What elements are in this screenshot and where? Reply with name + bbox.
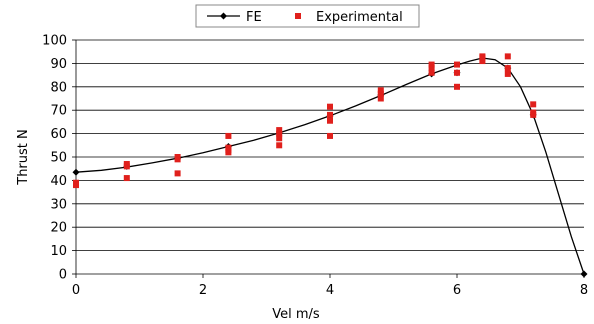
experimental-point	[530, 101, 537, 108]
experimental-point	[530, 111, 537, 118]
experimental-point	[276, 127, 283, 134]
y-tick-label: 40	[50, 174, 67, 189]
y-tick-label: 50	[50, 151, 67, 166]
legend-experimental-label: Experimental	[316, 10, 403, 25]
experimental-point	[276, 135, 283, 142]
legend-fe-label: FE	[246, 10, 262, 25]
experimental-series	[73, 53, 537, 189]
fe-point	[580, 270, 588, 278]
y-axis-label: Thrust N	[16, 129, 31, 186]
axes	[72, 39, 585, 278]
experimental-point	[377, 90, 384, 97]
experimental-point	[479, 54, 486, 61]
y-tick-label: 90	[50, 57, 67, 72]
y-tick-label: 80	[50, 80, 67, 95]
fe-line	[75, 57, 585, 275]
experimental-point	[428, 65, 435, 72]
experimental-point	[454, 69, 460, 76]
x-tick-label: 6	[453, 283, 461, 298]
experimental-point	[327, 111, 333, 118]
experimental-point	[276, 142, 283, 149]
x-tick-label: 2	[199, 283, 207, 298]
x-tick-label: 0	[72, 283, 80, 298]
experimental-point	[428, 61, 435, 68]
x-tick-labels: 0 2 4 6 8	[72, 283, 588, 298]
fe-series	[72, 55, 588, 278]
legend: FE Experimental	[195, 4, 420, 28]
experimental-point	[454, 61, 460, 68]
y-tick-label: 70	[50, 104, 67, 119]
legend-fe-marker	[220, 12, 227, 20]
experimental-point	[225, 132, 232, 139]
experimental-point	[174, 170, 181, 177]
experimental-point	[327, 132, 333, 139]
x-tick-label: 8	[580, 283, 588, 298]
x-axis-label: Vel m/s	[272, 307, 320, 322]
experimental-point	[73, 182, 79, 189]
y-tick-labels: 0 10 20 30 40 50 60 70 80 90 100	[42, 34, 67, 283]
y-tick-label: 100	[42, 34, 67, 49]
experimental-point	[377, 87, 384, 94]
experimental-point	[276, 130, 283, 137]
experimental-point	[504, 70, 511, 77]
x-tick-label: 4	[326, 283, 334, 298]
experimental-point	[428, 69, 435, 76]
experimental-point	[225, 149, 232, 156]
experimental-point	[504, 53, 511, 60]
experimental-point	[174, 156, 181, 163]
experimental-point	[377, 95, 384, 102]
y-tick-label: 60	[50, 127, 67, 142]
experimental-point	[327, 117, 333, 124]
experimental-point	[123, 175, 130, 182]
legend-experimental-marker	[295, 13, 301, 19]
fe-point	[72, 168, 80, 176]
experimental-point	[504, 65, 511, 72]
y-tick-label: 30	[50, 197, 67, 212]
experimental-point	[479, 58, 486, 65]
y-tick-label: 0	[59, 268, 67, 283]
experimental-point	[123, 163, 130, 170]
y-tick-label: 20	[50, 221, 67, 236]
legend-frame	[195, 4, 420, 28]
experimental-point	[454, 83, 460, 90]
y-tick-label: 10	[50, 244, 67, 259]
experimental-point	[327, 103, 333, 110]
